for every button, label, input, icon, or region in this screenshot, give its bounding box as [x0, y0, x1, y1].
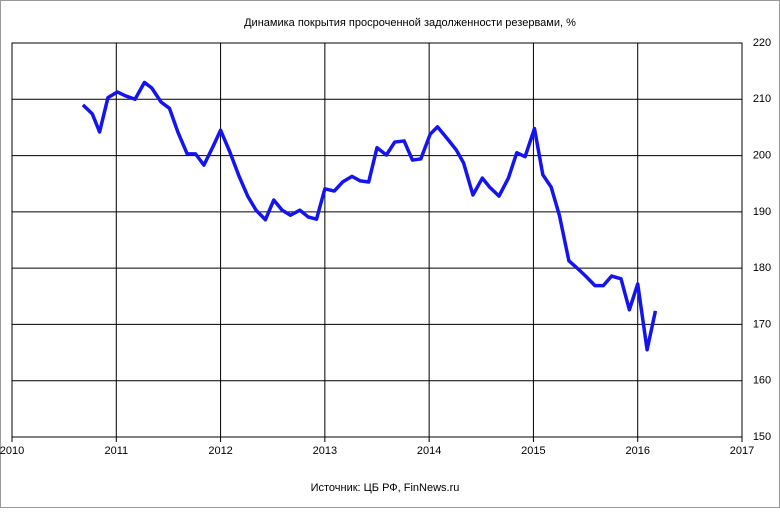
x-tick-label: 2014 — [417, 445, 441, 457]
chart-title: Динамика покрытия просроченной задолженн… — [244, 17, 576, 29]
x-tick-label: 2013 — [313, 445, 337, 457]
y-tick-label: 220 — [753, 37, 771, 49]
y-tick-label: 200 — [753, 149, 771, 161]
y-tick-label: 190 — [753, 206, 771, 218]
x-tick-label: 2017 — [730, 445, 754, 457]
y-tick-label: 210 — [753, 93, 771, 105]
x-tick-label: 2012 — [208, 445, 232, 457]
y-tick-label: 180 — [753, 262, 771, 274]
y-tick-label: 150 — [753, 431, 771, 443]
line — [81, 80, 658, 352]
x-tick-label: 2010 — [0, 445, 24, 457]
source: Источник: ЦБ РФ, FinNews.ru — [311, 482, 460, 494]
x-tick-label: 2016 — [625, 445, 649, 457]
x-tick-label: 2015 — [521, 445, 545, 457]
x-tick-label: 2011 — [104, 445, 128, 457]
y-tick-label: 160 — [753, 375, 771, 387]
y-tick-label: 170 — [753, 318, 771, 330]
